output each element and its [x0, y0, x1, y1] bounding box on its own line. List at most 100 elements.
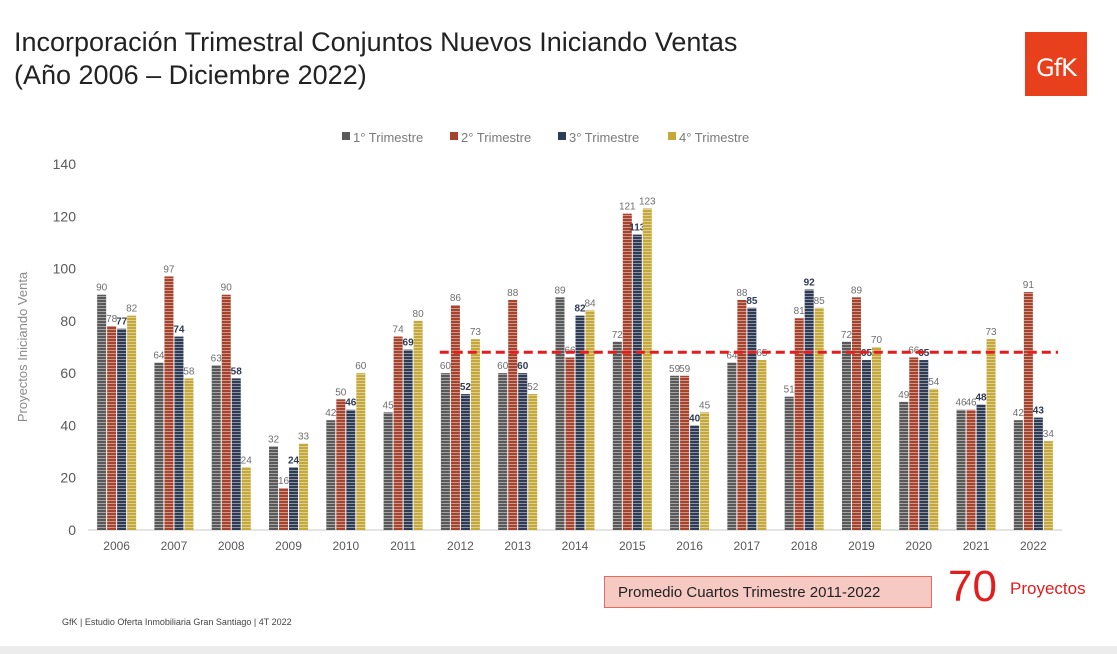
bar-stripe: [804, 289, 814, 530]
bar-stripe: [336, 399, 346, 530]
data-label: 92: [804, 277, 816, 288]
chart-title-line-2: (Año 2006 – Diciembre 2022): [14, 60, 367, 90]
bar-stripe: [841, 341, 851, 530]
data-label: 49: [898, 390, 910, 401]
data-label: 60: [517, 361, 529, 372]
bar-stripe: [269, 446, 279, 530]
data-label: 60: [497, 361, 509, 372]
data-label: 73: [985, 327, 997, 338]
bar-stripe: [861, 360, 871, 530]
bar-stripe: [737, 299, 747, 530]
y-axis-title: Proyectos Iniciando Venta: [15, 271, 30, 422]
data-label: 59: [679, 364, 691, 375]
bar-stripe: [231, 378, 241, 530]
data-label: 54: [928, 377, 940, 388]
chart-legend: 1° Trimestre 2° Trimestre 3° Trimestre 4° T…: [342, 130, 749, 145]
bar-stripe: [575, 315, 585, 530]
bar-stripe: [929, 388, 939, 530]
x-axis: 2006 2007 2008 2009 2010 2011 2012 2013 2014 2015…: [103, 539, 1047, 553]
bar-stripe: [670, 375, 680, 530]
data-label: 81: [794, 306, 806, 317]
bar-stripe: [794, 318, 804, 530]
data-label: 113: [629, 223, 646, 234]
bar-stripe: [757, 360, 767, 530]
x-tick-label: 2008: [218, 539, 245, 553]
x-tick-label: 2021: [963, 539, 990, 553]
chart-title-line-1: Incorporación Trimestral Conjuntos Nuevo…: [14, 27, 738, 57]
data-label: 90: [96, 283, 108, 294]
data-label: 82: [126, 304, 138, 315]
data-label: 46: [345, 398, 357, 409]
y-tick-label: 140: [53, 156, 77, 172]
bar-stripe: [393, 336, 403, 530]
y-tick-label: 20: [60, 470, 76, 486]
x-tick-label: 2012: [447, 539, 474, 553]
data-label: 34: [1043, 429, 1055, 440]
bar-stripe: [680, 375, 690, 530]
legend-label: 1° Trimestre: [353, 130, 423, 145]
gfk-logo: GfK: [1025, 32, 1087, 96]
bar-stripe: [555, 297, 565, 530]
bar-stripe: [986, 339, 996, 530]
x-tick-label: 2018: [791, 539, 818, 553]
bar-stripe: [976, 404, 986, 530]
average-label: Promedio Cuartos Trimestre 2011-2022: [618, 583, 881, 601]
bar-stripe: [1043, 441, 1053, 530]
bar-stripe: [747, 307, 757, 530]
bars: 9078778264977458639058243216243342504660…: [96, 196, 1054, 530]
data-label: 63: [211, 353, 223, 364]
bar-stripe: [565, 357, 575, 530]
average-unit: Proyectos: [1010, 579, 1086, 598]
bar-stripe: [622, 213, 632, 530]
bar-stripe: [612, 341, 622, 530]
bar-stripe: [127, 315, 137, 530]
data-label: 72: [612, 330, 624, 341]
bar-stripe: [956, 409, 966, 530]
x-tick-label: 2020: [905, 539, 932, 553]
data-label: 52: [460, 382, 472, 393]
legend-swatch: [668, 132, 676, 140]
data-label: 73: [470, 327, 482, 338]
bar-stripe: [1033, 417, 1043, 530]
bar-stripe: [518, 373, 528, 530]
data-label: 46: [955, 398, 967, 409]
x-tick-label: 2013: [504, 539, 531, 553]
data-label: 89: [851, 285, 863, 296]
data-label: 60: [355, 361, 367, 372]
x-tick-label: 2011: [390, 539, 416, 553]
bar-stripe: [117, 328, 127, 530]
x-tick-label: 2015: [619, 539, 646, 553]
data-label: 59: [669, 364, 681, 375]
data-label: 16: [278, 476, 290, 487]
legend-swatch: [450, 132, 458, 140]
bar-stripe: [851, 297, 861, 530]
data-label: 52: [527, 382, 539, 393]
bar-stripe: [919, 360, 929, 530]
y-tick-label: 0: [68, 522, 76, 538]
bar-chart: 1° Trimestre 2° Trimestre 3° Trimestre 4° T…: [15, 130, 1062, 553]
bar-stripe: [241, 467, 251, 530]
data-label: 45: [383, 400, 395, 411]
bar-stripe: [966, 409, 976, 530]
data-label: 74: [173, 325, 185, 336]
bar-stripe: [164, 276, 174, 530]
y-tick-label: 100: [53, 261, 77, 277]
bar-stripe: [470, 339, 480, 530]
bar-stripe: [184, 378, 194, 530]
x-tick-label: 2017: [734, 539, 761, 553]
data-label: 90: [221, 283, 233, 294]
bar-stripe: [299, 443, 309, 530]
x-tick-label: 2014: [562, 539, 589, 553]
data-label: 74: [393, 325, 405, 336]
data-label: 78: [106, 314, 118, 325]
bar-stripe: [221, 294, 231, 530]
legend-label: 2° Trimestre: [461, 130, 531, 145]
data-label: 70: [871, 335, 883, 346]
data-label: 82: [574, 304, 586, 315]
bar-stripe: [528, 394, 538, 530]
average-value: 70: [948, 562, 997, 611]
bottom-band: [0, 646, 1117, 654]
footer-source: GfK | Estudio Oferta Inmobiliaria Gran S…: [62, 617, 292, 627]
bar-stripe: [450, 305, 460, 530]
data-label: 43: [1033, 406, 1045, 417]
